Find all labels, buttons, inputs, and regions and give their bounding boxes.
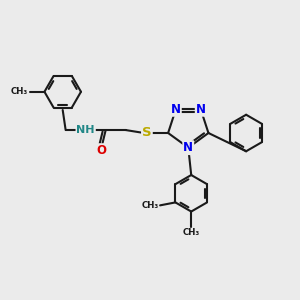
Text: N: N xyxy=(196,103,206,116)
Text: CH₃: CH₃ xyxy=(183,228,200,237)
Text: CH₃: CH₃ xyxy=(141,201,159,210)
Text: N: N xyxy=(171,103,181,116)
Text: CH₃: CH₃ xyxy=(11,87,28,96)
Text: NH: NH xyxy=(76,125,95,135)
Text: O: O xyxy=(96,144,106,157)
Text: N: N xyxy=(183,141,193,154)
Text: S: S xyxy=(142,127,152,140)
